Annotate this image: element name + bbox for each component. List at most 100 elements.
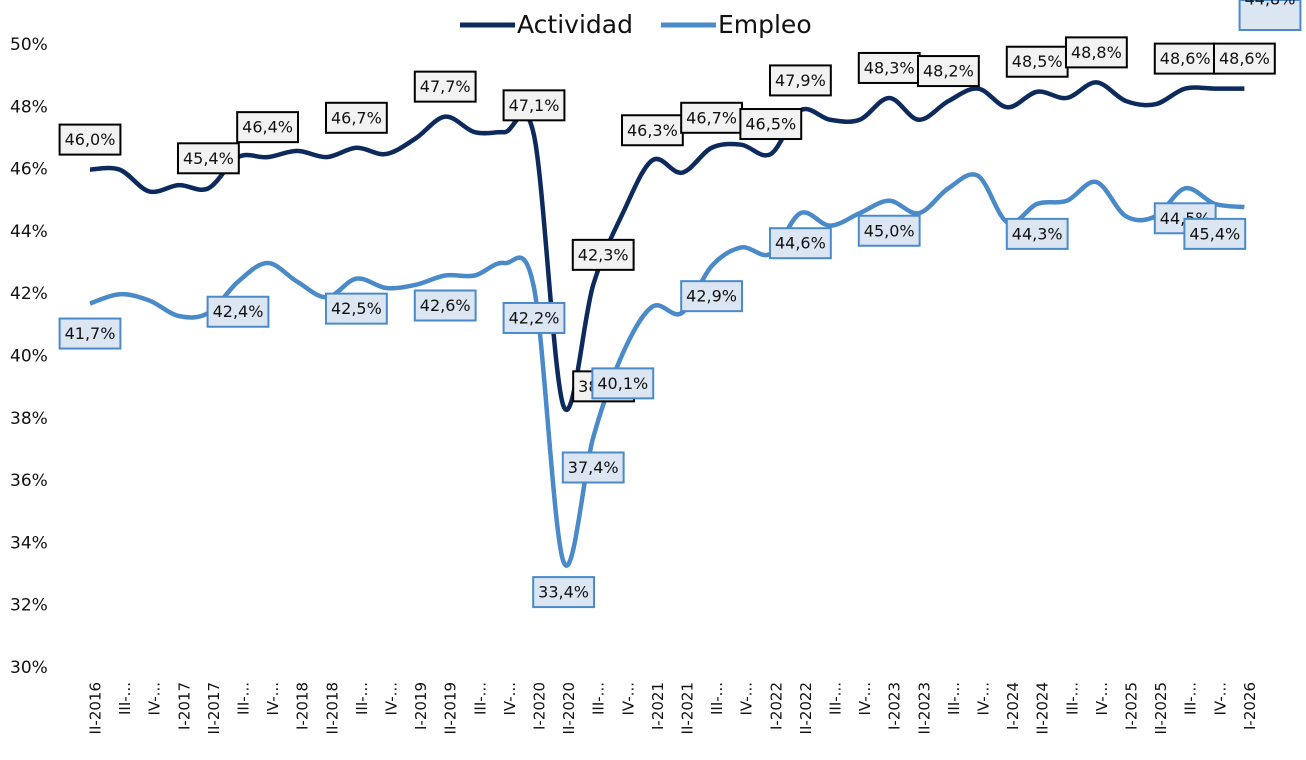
x-tick-label: I-2021 [649,682,667,730]
data-label: 45,4% [1183,217,1247,250]
y-tick-label: 36% [10,471,48,491]
data-label: 48,8% [1064,36,1128,69]
data-label: 37,4% [561,451,625,484]
x-tick-label: IV-... [501,682,519,716]
data-label-text: 41,7% [65,324,116,343]
label-box [768,64,832,97]
label-box [857,214,921,247]
data-label-text: 46,3% [627,121,678,140]
label-box [58,317,122,350]
x-tick-label: III-... [945,682,963,715]
y-tick-label: 46% [10,160,48,180]
data-label-text: 46,5% [745,115,796,134]
data-label-text: 47,1% [509,96,560,115]
label-box [591,367,655,400]
x-tick-label: II-2018 [323,682,341,734]
data-label-text: 46,7% [331,108,382,127]
data-label-text: 40,1% [597,374,648,393]
data-label-text: 48,3% [864,58,915,77]
label-box [502,89,566,122]
data-label-text: 42,2% [509,308,560,327]
x-tick-label: II-2023 [915,682,933,734]
x-tick-label: I-2022 [767,682,785,730]
data-label: 48,6% [1153,42,1217,75]
data-label: 46,7% [680,101,744,134]
data-label-text: 48,8% [1071,43,1122,62]
y-tick-label: 32% [10,596,48,616]
x-tick-label: IV-... [146,682,164,716]
data-label: 47,1% [502,89,566,122]
x-tick-label: III-... [353,682,371,715]
y-tick-label: 48% [10,97,48,117]
data-label: 42,4% [206,295,270,328]
x-tick-label: IV-... [619,682,637,716]
x-tick-label: IV-... [1093,682,1111,716]
data-label: 46,3% [620,114,684,147]
data-label-text: 42,9% [686,287,737,306]
label-box [176,142,240,175]
label-box [768,227,832,260]
data-label: 48,6% [1212,42,1276,75]
y-tick-label: 30% [10,658,48,678]
label-box [1153,42,1217,75]
legend-label: Actividad [517,10,633,39]
x-tick-label: II-2016 [87,682,105,734]
data-label: 41,7% [58,317,122,350]
data-label-text: 46,7% [686,108,737,127]
label-box [324,292,388,325]
legend-label: Empleo [718,10,812,39]
data-label: 47,9% [768,64,832,97]
x-tick-label: I-2026 [1241,682,1259,730]
data-label-text: 48,5% [1012,52,1063,71]
data-label: 42,2% [502,301,566,334]
data-label-text: 47,7% [420,77,471,96]
data-label: 44,3% [1005,217,1069,250]
x-tick-label: III-... [235,682,253,715]
x-tick-label: III-... [1063,682,1081,715]
label-box [413,70,477,103]
x-tick-label: III-... [471,682,489,715]
line [89,80,1245,412]
data-label-text: 42,4% [213,302,264,321]
x-tick-label: IV-... [1211,682,1229,716]
label-box [571,238,635,271]
data-label-text: 42,5% [331,299,382,318]
data-label: 45,4% [176,142,240,175]
data-label: 46,0% [58,123,122,156]
data-label: 44,8% [1238,0,1302,31]
x-tick-label: I-2019 [412,682,430,730]
data-label: 46,7% [324,101,388,134]
data-label-text: 47,9% [775,71,826,90]
data-label: 40,1% [591,367,655,400]
x-tick-label: III-... [590,682,608,715]
x-tick-label: IV-... [856,682,874,716]
data-label-text: 44,8% [1245,0,1296,9]
data-label-text: 45,0% [864,221,915,240]
x-tick-label: IV-... [975,682,993,716]
data-label-text: 46,0% [65,130,116,149]
y-tick-label: 34% [10,533,48,553]
label-box [502,301,566,334]
data-label: 42,3% [571,238,635,271]
label-box [1212,42,1276,75]
x-tick-label: II-2017 [205,682,223,734]
label-box [236,111,300,144]
label-box [324,101,388,134]
label-box [916,55,980,88]
label-box [1064,36,1128,69]
data-label: 45,0% [857,214,921,247]
x-tick-label: III-... [827,682,845,715]
y-tick-label: 40% [10,347,48,367]
y-tick-label: 44% [10,222,48,242]
y-tick-label: 42% [10,284,48,304]
label-box [1005,217,1069,250]
x-tick-label: II-2024 [1034,682,1052,734]
data-label-text: 48,6% [1160,49,1211,68]
data-label-text: 45,4% [183,149,234,168]
label-box [532,576,596,609]
x-tick-label: I-2017 [175,682,193,730]
x-tick-label: II-2020 [560,682,578,734]
line [89,172,1245,568]
data-label-text: 42,6% [420,296,471,315]
